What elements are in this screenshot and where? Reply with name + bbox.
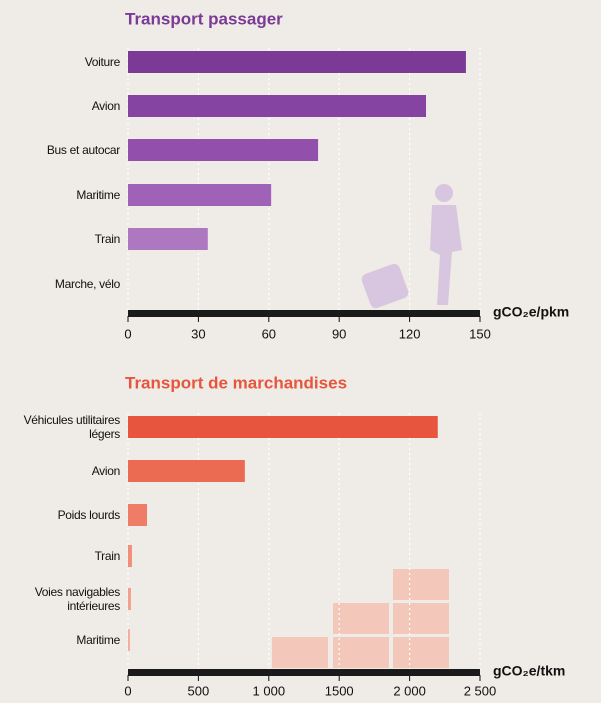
- x-tick-label: 150: [469, 326, 491, 341]
- bar: [128, 460, 245, 482]
- x-tick-label: 30: [191, 326, 205, 341]
- decoration: [272, 569, 449, 668]
- bar: [128, 139, 318, 161]
- category-label: Voies navigables intérieures: [4, 585, 120, 613]
- bar: [128, 184, 271, 206]
- bar: [128, 228, 208, 250]
- category-label: Avion: [4, 99, 120, 113]
- axis-line: [128, 310, 480, 317]
- chart-title: Transport de marchandises: [125, 373, 347, 392]
- x-axis-label: gCO₂e/tkm: [493, 663, 565, 679]
- x-tick-label: 120: [399, 326, 421, 341]
- x-tick-label: 60: [262, 326, 276, 341]
- category-label: Train: [4, 549, 120, 563]
- x-tick-label: 0: [124, 683, 131, 698]
- x-tick-label: 2 500: [464, 683, 497, 698]
- x-tick-label: 0: [124, 326, 131, 341]
- bar: [128, 504, 147, 526]
- page: Transport passager 0 30 60 90 120 150gCO₂e/pkm…: [0, 0, 601, 703]
- decoration: [360, 184, 462, 310]
- category-label: Véhicules utilitaires légers: [4, 413, 120, 441]
- category-label: Poids lourds: [4, 508, 120, 522]
- bar: [128, 95, 426, 117]
- category-label: Bus et autocar: [4, 143, 120, 157]
- category-label: Voiture: [4, 55, 120, 69]
- category-label: Maritime: [4, 188, 120, 202]
- x-tick-label: 1500: [325, 683, 354, 698]
- bar: [128, 545, 132, 567]
- axis-line: [128, 669, 480, 676]
- x-tick-label: 1 000: [253, 683, 286, 698]
- chart-title: Transport passager: [125, 9, 283, 28]
- x-tick-label: 500: [188, 683, 210, 698]
- x-axis-label: gCO₂e/pkm: [493, 304, 569, 320]
- category-label: Marche, vélo: [4, 277, 120, 291]
- bar: [128, 588, 131, 610]
- category-label: Train: [4, 232, 120, 246]
- x-tick-label: 90: [332, 326, 346, 341]
- bar: [128, 629, 130, 651]
- bar: [128, 51, 466, 73]
- bar: [128, 416, 438, 438]
- x-tick-label: 2 000: [393, 683, 426, 698]
- category-label: Maritime: [4, 633, 120, 647]
- category-label: Avion: [4, 464, 120, 478]
